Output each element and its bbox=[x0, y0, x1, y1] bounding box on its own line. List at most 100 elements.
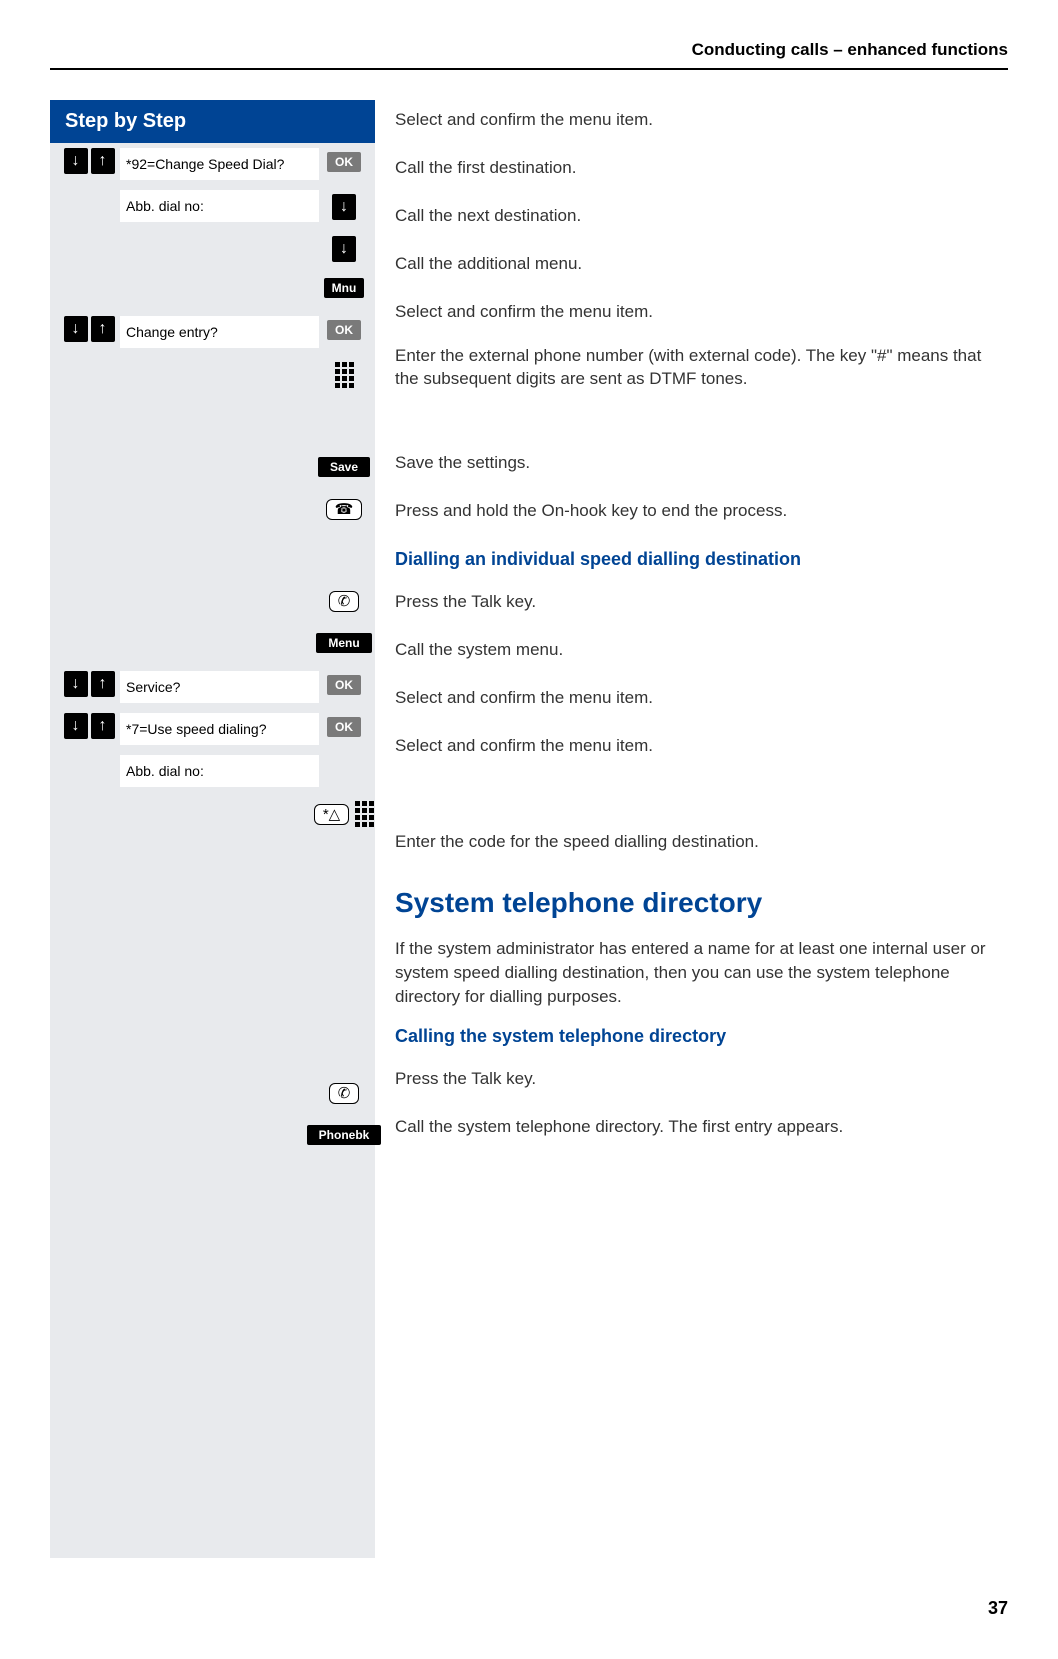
button-cell: Menu bbox=[319, 629, 375, 653]
step-label bbox=[120, 495, 319, 527]
right-column: Select and confirm the menu item. Call th… bbox=[375, 100, 1008, 1558]
main-heading: System telephone directory bbox=[395, 887, 1008, 919]
ok-button[interactable]: OK bbox=[327, 717, 361, 737]
button-cell: ↓ bbox=[319, 190, 375, 220]
step-row: ☎ bbox=[50, 490, 375, 532]
button-cell bbox=[319, 755, 375, 759]
step-label: Abb. dial no: bbox=[120, 755, 319, 787]
ok-button[interactable]: OK bbox=[327, 152, 361, 172]
step-label bbox=[120, 629, 319, 661]
step-label: *92=Change Speed Dial? bbox=[120, 148, 319, 180]
page-number: 37 bbox=[50, 1598, 1008, 1619]
step-row: ↓↑ *92=Change Speed Dial? OK bbox=[50, 143, 375, 185]
step-row: ↓ bbox=[50, 227, 375, 269]
arrows-cell: ↓↑ bbox=[50, 713, 120, 739]
down-arrow-icon[interactable]: ↓ bbox=[332, 194, 356, 220]
onhook-icon[interactable]: ☎ bbox=[326, 499, 363, 520]
step-label bbox=[120, 453, 319, 485]
instruction-text: Save the settings. bbox=[395, 443, 1008, 483]
instruction-text: Select and confirm the menu item. bbox=[395, 100, 1008, 140]
step-label bbox=[120, 274, 319, 306]
button-cell: Save bbox=[319, 453, 375, 477]
up-arrow-icon[interactable]: ↑ bbox=[91, 316, 115, 342]
step-label: Abb. dial no: bbox=[120, 190, 319, 222]
step-row: *△ bbox=[50, 792, 375, 834]
keypad-icon[interactable] bbox=[335, 362, 354, 388]
step-label bbox=[120, 1079, 319, 1111]
down-arrow-icon[interactable]: ↓ bbox=[64, 713, 88, 739]
button-cell: OK bbox=[319, 148, 375, 172]
header-title: Conducting calls – enhanced functions bbox=[692, 40, 1008, 59]
ok-button[interactable]: OK bbox=[327, 675, 361, 695]
button-cell: OK bbox=[319, 316, 375, 340]
button-cell: Phonebk bbox=[319, 1121, 375, 1145]
phonebk-button[interactable]: Phonebk bbox=[307, 1125, 382, 1145]
instruction-text: Call the system menu. bbox=[395, 630, 1008, 670]
step-row: Menu bbox=[50, 624, 375, 666]
section-heading: Dialling an individual speed dialling de… bbox=[395, 549, 1008, 570]
button-cell: OK bbox=[319, 671, 375, 695]
step-row: Abb. dial no: bbox=[50, 750, 375, 792]
instruction-text: Call the first destination. bbox=[395, 148, 1008, 188]
step-row: Save bbox=[50, 448, 375, 490]
step-row: Abb. dial no: ↓ bbox=[50, 185, 375, 227]
up-arrow-icon[interactable]: ↑ bbox=[91, 713, 115, 739]
instruction-text: Call the additional menu. bbox=[395, 244, 1008, 284]
button-cell: ↓ bbox=[319, 232, 375, 262]
button-cell: ✆ bbox=[319, 1079, 375, 1104]
down-arrow-icon[interactable]: ↓ bbox=[64, 148, 88, 174]
step-label bbox=[120, 358, 319, 390]
step-row: ✆ bbox=[50, 1074, 375, 1116]
page-header: Conducting calls – enhanced functions bbox=[50, 40, 1008, 70]
save-button[interactable]: Save bbox=[318, 457, 370, 477]
instruction-text bbox=[395, 774, 1008, 814]
step-label bbox=[120, 797, 319, 829]
step-label: Service? bbox=[120, 671, 319, 703]
star-keypad-icon[interactable]: *△ bbox=[314, 801, 374, 827]
step-label: Change entry? bbox=[120, 316, 319, 348]
step-row: ↓↑ Service? OK bbox=[50, 666, 375, 708]
talk-icon[interactable]: ✆ bbox=[329, 1083, 360, 1104]
button-cell: ☎ bbox=[319, 495, 375, 520]
body-text: If the system administrator has entered … bbox=[395, 937, 1008, 1008]
arrows-cell: ↓↑ bbox=[50, 671, 120, 697]
step-row: ↓↑ Change entry? OK bbox=[50, 311, 375, 353]
step-body: ↓↑ *92=Change Speed Dial? OK Abb. dial n… bbox=[50, 143, 375, 1558]
button-cell: Mnu bbox=[319, 274, 375, 298]
ok-button[interactable]: OK bbox=[327, 320, 361, 340]
arrows-cell: ↓↑ bbox=[50, 148, 120, 174]
step-row: ✆ bbox=[50, 582, 375, 624]
down-arrow-icon[interactable]: ↓ bbox=[64, 671, 88, 697]
step-label: *7=Use speed dialing? bbox=[120, 713, 319, 745]
button-cell: *△ bbox=[319, 797, 375, 827]
section-heading: Calling the system telephone directory bbox=[395, 1026, 1008, 1047]
instruction-text: Select and confirm the menu item. bbox=[395, 292, 1008, 332]
instruction-text: Enter the external phone number (with ex… bbox=[395, 340, 1008, 435]
instruction-text: Press the Talk key. bbox=[395, 582, 1008, 622]
down-arrow-icon[interactable]: ↓ bbox=[64, 316, 88, 342]
instruction-text: Call the next destination. bbox=[395, 196, 1008, 236]
up-arrow-icon[interactable]: ↑ bbox=[91, 148, 115, 174]
arrows-cell: ↓↑ bbox=[50, 316, 120, 342]
step-row: Phonebk bbox=[50, 1116, 375, 1158]
step-label bbox=[120, 232, 319, 264]
menu-button[interactable]: Menu bbox=[316, 633, 371, 653]
step-row: Mnu bbox=[50, 269, 375, 311]
step-by-step-header: Step by Step bbox=[50, 100, 375, 143]
step-row bbox=[50, 353, 375, 448]
instruction-text: Select and confirm the menu item. bbox=[395, 678, 1008, 718]
main-layout: Step by Step ↓↑ *92=Change Speed Dial? O… bbox=[50, 100, 1008, 1558]
up-arrow-icon[interactable]: ↑ bbox=[91, 671, 115, 697]
spacer-row bbox=[50, 532, 375, 582]
button-cell: ✆ bbox=[319, 587, 375, 612]
instruction-text: Press and hold the On-hook key to end th… bbox=[395, 491, 1008, 531]
down-arrow-icon[interactable]: ↓ bbox=[332, 236, 356, 262]
instruction-text: Enter the code for the speed dialling de… bbox=[395, 822, 1008, 862]
step-row: ↓↑ *7=Use speed dialing? OK bbox=[50, 708, 375, 750]
instruction-text: Select and confirm the menu item. bbox=[395, 726, 1008, 766]
left-column: Step by Step ↓↑ *92=Change Speed Dial? O… bbox=[50, 100, 375, 1558]
button-cell: OK bbox=[319, 713, 375, 737]
talk-icon[interactable]: ✆ bbox=[329, 591, 360, 612]
menu-button[interactable]: Mnu bbox=[324, 278, 365, 298]
instruction-text: Press the Talk key. bbox=[395, 1059, 1008, 1099]
